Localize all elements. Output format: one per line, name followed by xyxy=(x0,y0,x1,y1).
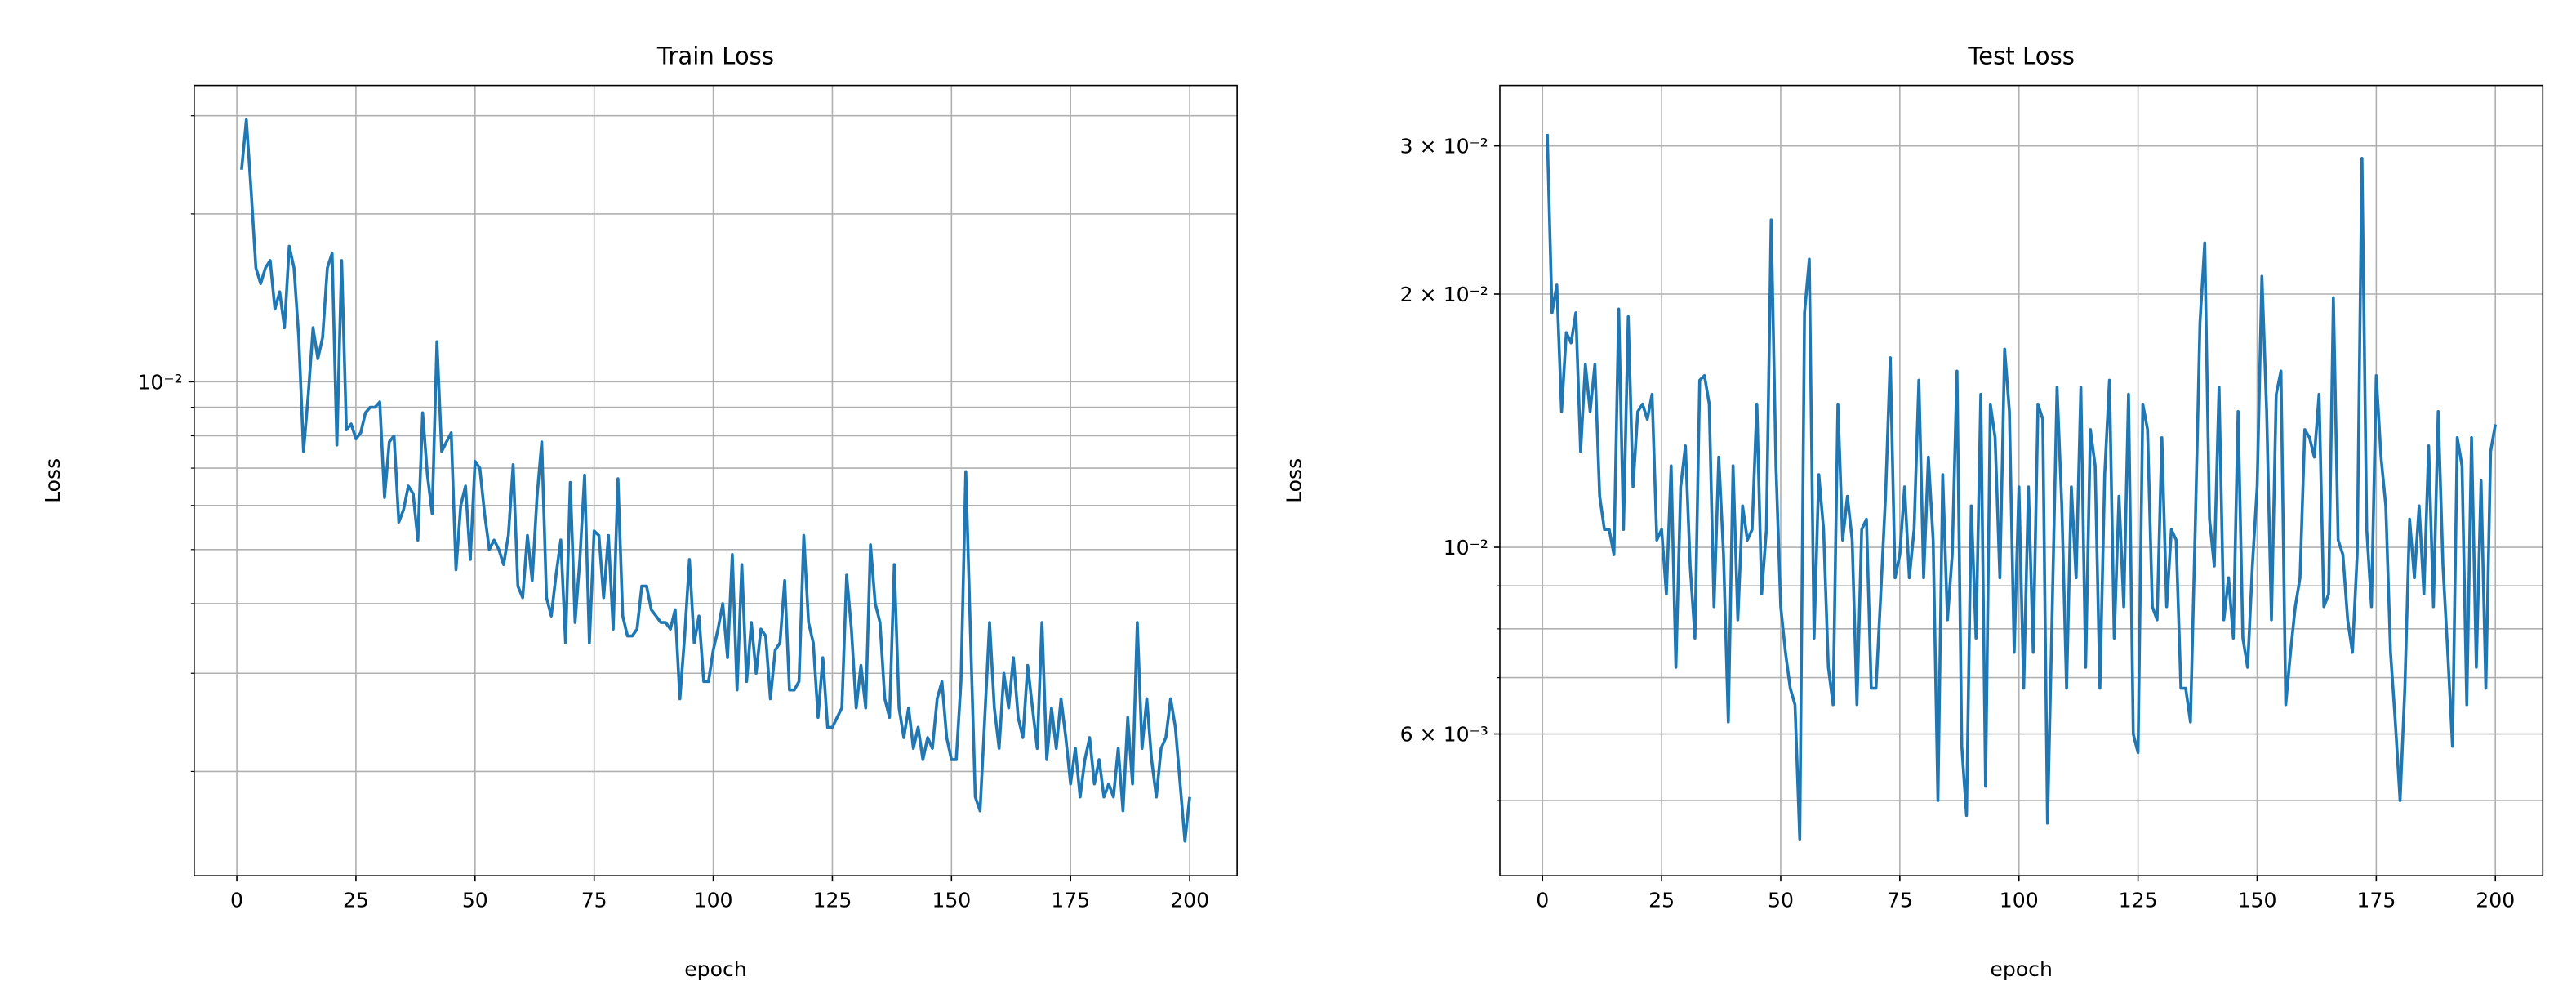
axes-frame xyxy=(1499,84,2544,876)
y-tick-label: 6 × 10⁻³ xyxy=(1400,723,1488,747)
x-tick-label: 200 xyxy=(2476,888,2515,912)
x-tick-label: 175 xyxy=(2356,888,2396,912)
x-tick-label: 100 xyxy=(694,888,733,912)
x-tick-label: 150 xyxy=(2237,888,2276,912)
y-tick-label: 2 × 10⁻² xyxy=(1400,283,1488,306)
loss-line xyxy=(240,118,1191,843)
chart-title: Test Loss xyxy=(1967,42,2075,69)
y-tick-label: 10⁻² xyxy=(137,370,182,394)
chart-title: Train Loss xyxy=(656,42,774,69)
y-axis-label: Loss xyxy=(41,458,65,503)
x-tick-label: 50 xyxy=(1768,888,1794,912)
x-tick-label: 75 xyxy=(1887,888,1913,912)
axes-frame xyxy=(194,84,1238,876)
x-axis-label: epoch xyxy=(1990,957,2053,981)
x-tick-label: 0 xyxy=(230,888,243,912)
x-tick-label: 125 xyxy=(812,888,852,912)
x-tick-label: 75 xyxy=(581,888,607,912)
x-tick-label: 100 xyxy=(2000,888,2039,912)
x-tick-label: 150 xyxy=(932,888,971,912)
y-tick-label: 3 × 10⁻² xyxy=(1400,135,1488,158)
x-tick-label: 50 xyxy=(462,888,488,912)
x-tick-label: 200 xyxy=(1170,888,1209,912)
y-axis-label: Loss xyxy=(1283,458,1306,503)
x-tick-label: 0 xyxy=(1536,888,1549,912)
x-tick-label: 25 xyxy=(1648,888,1675,912)
x-tick-label: 175 xyxy=(1051,888,1090,912)
x-tick-label: 25 xyxy=(343,888,369,912)
y-tick-label: 10⁻² xyxy=(1444,536,1488,560)
x-axis-label: epoch xyxy=(684,957,747,981)
x-tick-label: 125 xyxy=(2119,888,2158,912)
loss-line xyxy=(1546,133,2498,841)
